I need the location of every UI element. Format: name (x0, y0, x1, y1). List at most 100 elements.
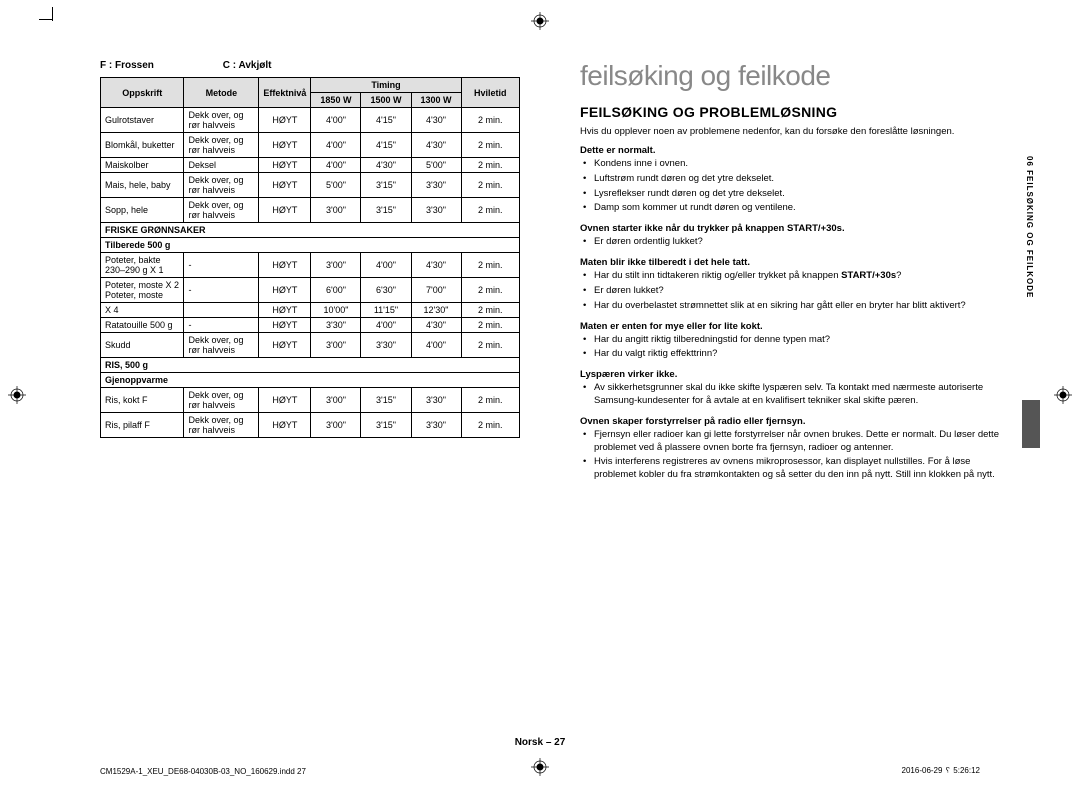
ts-item: Damp som kommer ut rundt døren og ventil… (594, 202, 1000, 215)
chapter-title: feilsøking og feilkode (580, 60, 1000, 92)
table-cell: 4'30" (411, 108, 461, 133)
table-cell: 3'00" (311, 413, 361, 438)
col-metode: Metode (184, 78, 259, 108)
ts-item-list: Av sikkerhetsgrunner skal du ikke skifte… (580, 382, 1000, 408)
table-cell: HØYT (259, 388, 311, 413)
table-cell: HØYT (259, 303, 311, 318)
table-row: Ris, kokt FDekk over, og rør halvveisHØY… (101, 388, 520, 413)
table-row: SkuddDekk over, og rør halvveisHØYT3'00"… (101, 333, 520, 358)
table-cell: - (184, 253, 259, 278)
table-cell: 12'30" (411, 303, 461, 318)
print-job-id: CM1529A-1_XEU_DE68-04030B-03_NO_160629.i… (100, 767, 306, 776)
table-cell: Maiskolber (101, 158, 184, 173)
table-cell: 3'15" (361, 413, 411, 438)
table-cell: 4'00" (361, 318, 411, 333)
table-cell: 2 min. (461, 388, 519, 413)
table-cell: - (184, 318, 259, 333)
table-cell: Dekk over, og rør halvveis (184, 173, 259, 198)
intro-text: Hvis du opplever noen av problemene nede… (580, 126, 1000, 137)
ts-item: Har du valgt riktig effekttrinn? (594, 348, 1000, 361)
ts-item: Hvis interferens registreres av ovnens m… (594, 456, 1000, 482)
table-row: Mais, hele, babyDekk over, og rør halvve… (101, 173, 520, 198)
section-heading: FEILSØKING OG PROBLEMLØSNING (580, 104, 1000, 120)
table-cell: 4'00" (361, 253, 411, 278)
table-legend: F : Frossen C : Avkjølt (100, 60, 520, 71)
ts-item: Har du stilt inn tidtakeren riktig og/el… (594, 270, 1000, 283)
table-cell: Skudd (101, 333, 184, 358)
table-cell: 3'30" (411, 388, 461, 413)
col-hvile: Hviletid (461, 78, 519, 108)
table-cell: 4'30" (411, 253, 461, 278)
table-cell: Dekk over, og rør halvveis (184, 333, 259, 358)
ts-item-list: Har du stilt inn tidtakeren riktig og/el… (580, 270, 1000, 312)
table-row: Sopp, heleDekk over, og rør halvveisHØYT… (101, 198, 520, 223)
page-spread: F : Frossen C : Avkjølt Oppskrift Metode… (60, 30, 1060, 750)
troubleshooting-list: Dette er normalt.Kondens inne i ovnen.Lu… (580, 145, 1000, 482)
table-cell: Sopp, hele (101, 198, 184, 223)
ts-heading: Lyspæren virker ikke. (580, 369, 1000, 380)
table-cell: Dekk over, og rør halvveis (184, 198, 259, 223)
table-cell: HØYT (259, 108, 311, 133)
table-row: Blomkål, buketterDekk over, og rør halvv… (101, 133, 520, 158)
ts-heading: Maten er enten for mye eller for lite ko… (580, 321, 1000, 332)
section-friske: FRISKE GRØNNSAKER (101, 223, 520, 238)
table-cell: Blomkål, buketter (101, 133, 184, 158)
table-cell: 4'00" (311, 158, 361, 173)
table-cell: HØYT (259, 413, 311, 438)
ts-item-list: Kondens inne i ovnen.Luftstrøm rundt dør… (580, 158, 1000, 215)
table-cell: 3'30" (361, 333, 411, 358)
ts-item: Av sikkerhetsgrunner skal du ikke skifte… (594, 382, 1000, 408)
cooking-table: Oppskrift Metode Effektnivå Timing Hvile… (100, 77, 520, 438)
table-cell: Dekk over, og rør halvveis (184, 133, 259, 158)
registration-mark-icon (531, 12, 549, 30)
table-row: GulrotstaverDekk over, og rør halvveisHØ… (101, 108, 520, 133)
table-cell: 4'30" (361, 158, 411, 173)
table-cell (184, 303, 259, 318)
table-cell: 4'00" (311, 108, 361, 133)
ts-heading: Ovnen starter ikke når du trykker på kna… (580, 223, 1000, 234)
table-cell: Gulrotstaver (101, 108, 184, 133)
table-cell: 3'30" (411, 413, 461, 438)
table-cell: Dekk over, og rør halvveis (184, 108, 259, 133)
table-cell: 11'15" (361, 303, 411, 318)
table-cell: HØYT (259, 173, 311, 198)
table-cell: 3'30" (311, 318, 361, 333)
table-cell: 2 min. (461, 333, 519, 358)
col-1500w: 1500 W (361, 93, 411, 108)
table-cell: 3'15" (361, 198, 411, 223)
col-timing: Timing (311, 78, 461, 93)
ts-item: Lysreflekser rundt døren og det ytre dek… (594, 188, 1000, 201)
legend-frozen: F : Frossen (100, 60, 220, 71)
table-cell: HØYT (259, 133, 311, 158)
left-page: F : Frossen C : Avkjølt Oppskrift Metode… (60, 30, 550, 750)
table-cell: Ris, kokt F (101, 388, 184, 413)
section-gjenopp: Gjenoppvarme (101, 373, 520, 388)
table-cell: 4'15" (361, 108, 411, 133)
table-cell: HØYT (259, 278, 311, 303)
ts-item: Luftstrøm rundt døren og det ytre deksel… (594, 173, 1000, 186)
table-cell: 4'30" (411, 133, 461, 158)
side-tab-block (1022, 400, 1040, 448)
table-cell: 2 min. (461, 173, 519, 198)
table-cell: HØYT (259, 158, 311, 173)
table-cell: Ratatouille 500 g (101, 318, 184, 333)
ts-item: Er døren ordentlig lukket? (594, 236, 1000, 249)
table-cell: 3'15" (361, 173, 411, 198)
col-oppskrift: Oppskrift (101, 78, 184, 108)
table-cell: 3'00" (311, 253, 361, 278)
table-cell: 10'00" (311, 303, 361, 318)
section-tilberede: Tilberede 500 g (101, 238, 520, 253)
col-effekt: Effektnivå (259, 78, 311, 108)
table-cell: Ris, pilaff F (101, 413, 184, 438)
table-cell: 4'00" (411, 333, 461, 358)
table-cell: 3'00" (311, 388, 361, 413)
table-cell: 2 min. (461, 278, 519, 303)
ts-item: Har du angitt riktig tilberedningstid fo… (594, 334, 1000, 347)
table-cell: HØYT (259, 198, 311, 223)
crop-mark (39, 19, 53, 20)
ts-item: Fjernsyn eller radioer kan gi lette fors… (594, 429, 1000, 455)
table-cell: HØYT (259, 253, 311, 278)
legend-chilled: C : Avkjølt (223, 60, 272, 71)
table-cell: HØYT (259, 318, 311, 333)
table-row: Ratatouille 500 g-HØYT3'30"4'00"4'30"2 m… (101, 318, 520, 333)
